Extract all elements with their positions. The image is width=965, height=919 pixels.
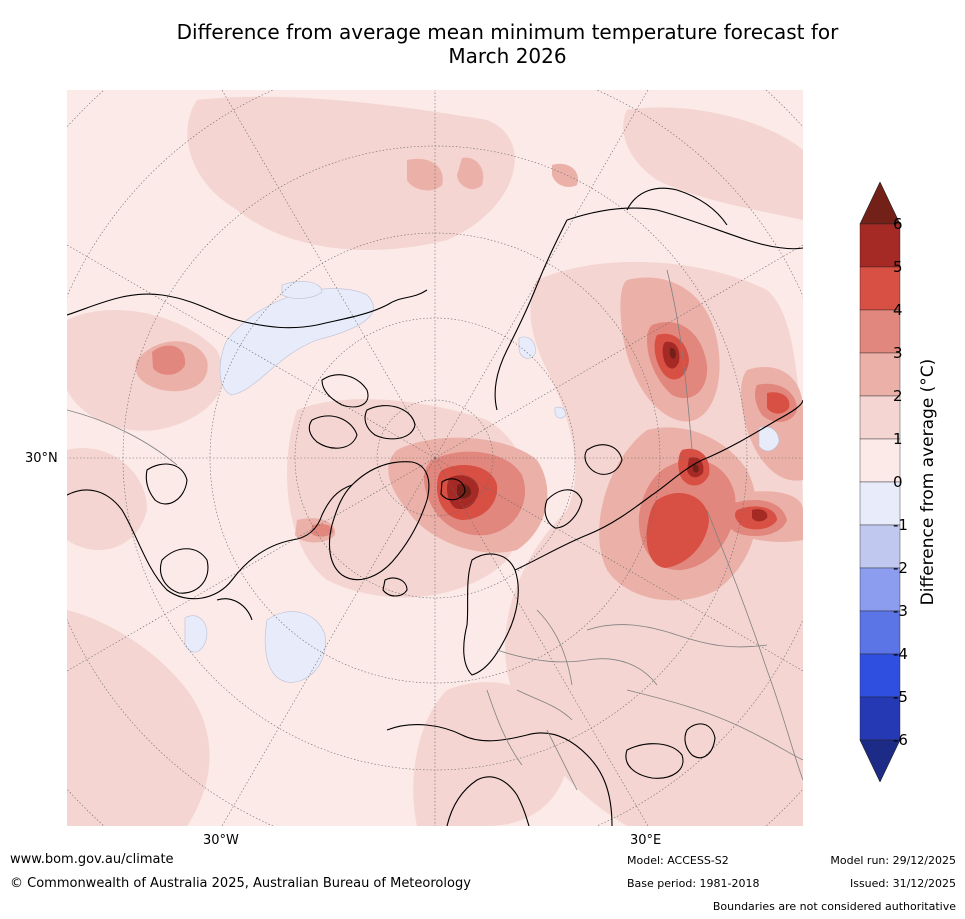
- colorbar-segment: [859, 438, 901, 483]
- graticule: [67, 90, 803, 826]
- footer-disclaimer: Boundaries are not considered authoritat…: [712, 900, 956, 913]
- colorbar-tick-label: 4: [893, 301, 903, 319]
- colorbar-tick-label: 0: [893, 473, 903, 491]
- colorbar: [859, 182, 901, 782]
- colorbar-tick-label: 6: [893, 215, 903, 233]
- title-line-2: March 2026: [448, 44, 567, 68]
- footer-base-period: Base period: 1981-2018: [627, 877, 760, 890]
- colorbar-tick-label: 3: [893, 344, 903, 362]
- colorbar-segment: [859, 266, 901, 311]
- colorbar-tick-label: -5: [893, 688, 908, 706]
- map-svg: [67, 90, 803, 826]
- colorbar-extend-bottom: [859, 739, 901, 782]
- lon-label-30e: 30°E: [630, 833, 662, 848]
- colorbar-tick-label: -1: [893, 516, 908, 534]
- colorbar-tick-label: -2: [893, 559, 908, 577]
- colorbar-tick-label: -3: [893, 602, 908, 620]
- borders: [67, 269, 803, 791]
- colorbar-segment: [859, 696, 901, 741]
- footer-url: www.bom.gov.au/climate: [10, 852, 174, 867]
- colorbar-tick-label: -4: [893, 645, 908, 663]
- colorbar-segment: [859, 309, 901, 354]
- forecast-map: [67, 90, 803, 826]
- title-line-1: Difference from average mean minimum tem…: [176, 20, 839, 44]
- colorbar-segment: [859, 524, 901, 569]
- footer-model-run: Model run: 29/12/2025: [830, 854, 956, 867]
- colorbar-tick-label: 1: [893, 430, 903, 448]
- colorbar-segment: [859, 610, 901, 655]
- anomaly-negative-layer: [184, 281, 780, 683]
- footer-model: Model: ACCESS-S2: [627, 854, 729, 867]
- footer-issued: Issued: 31/12/2025: [849, 877, 956, 890]
- colorbar-segment: [859, 653, 901, 698]
- colorbar-segment: [859, 481, 901, 526]
- lat-label-30n: 30°N: [25, 451, 58, 466]
- lon-label-30w: 30°W: [203, 833, 239, 848]
- colorbar-tick-label: -6: [893, 731, 908, 749]
- colorbar-segments: [859, 182, 901, 782]
- anomaly-above-6-layer: [457, 347, 699, 499]
- colorbar-segment: [859, 352, 901, 397]
- colorbar-segment: [859, 223, 901, 268]
- colorbar-tick-label: 5: [893, 258, 903, 276]
- colorbar-tick-label: 2: [893, 387, 903, 405]
- footer-copyright: © Commonwealth of Australia 2025, Austra…: [10, 876, 471, 891]
- colorbar-title-text: Difference from average (°C): [918, 358, 938, 606]
- anomaly-4-5-layer: [437, 333, 790, 568]
- coastlines: [67, 187, 803, 826]
- colorbar-segment: [859, 395, 901, 440]
- colorbar-segment: [859, 567, 901, 612]
- map-title: Difference from average mean minimum tem…: [50, 20, 965, 68]
